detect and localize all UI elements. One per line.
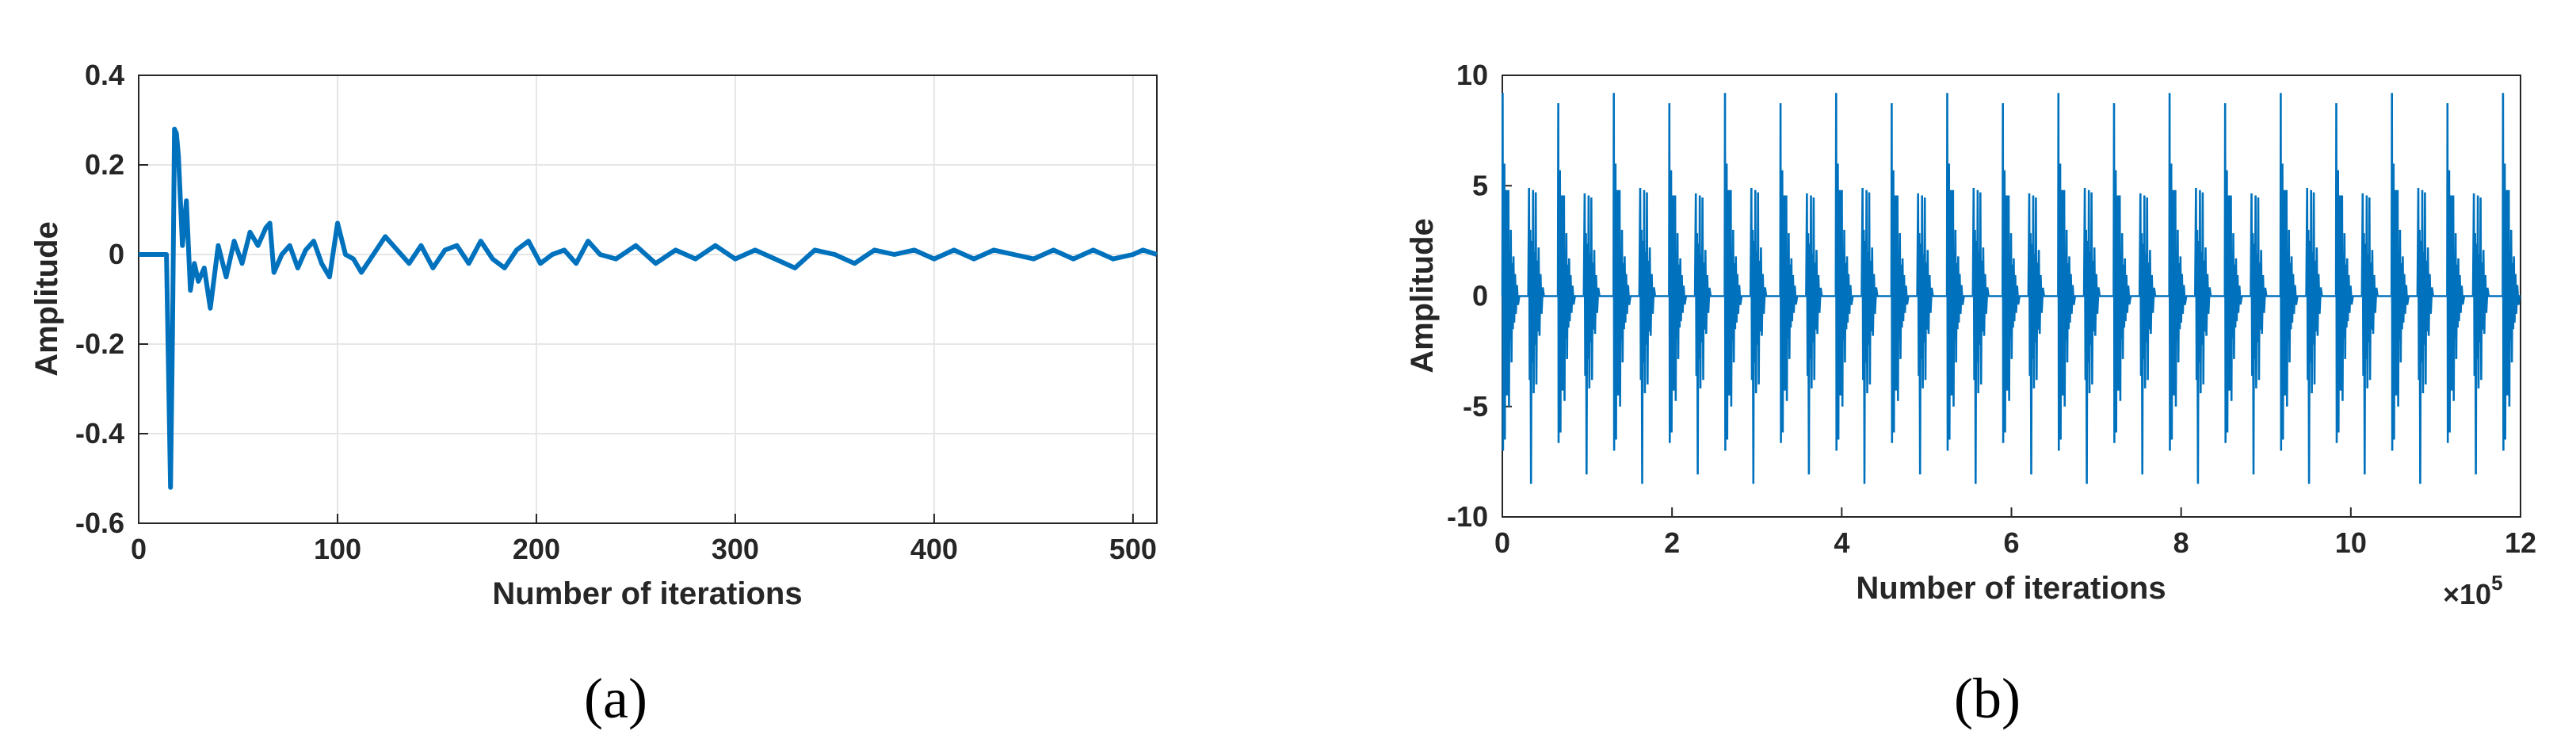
- chart-a-ytick-label: -0.6: [75, 507, 124, 539]
- chart-a: 0 100 200 300 400 500 -0.6 -0.4 -0.2 0 0.2 0.4 Numb…: [29, 59, 1158, 730]
- chart-b-xtick-label: 6: [2003, 526, 2019, 559]
- chart-b-ytick-label: 5: [1472, 169, 1488, 201]
- chart-b-ytick-label: -10: [1447, 500, 1488, 533]
- chart-b-panel-label: (b): [1954, 667, 2021, 730]
- chart-a-ytick-label: -0.4: [75, 417, 124, 450]
- chart-a-plot-area: [138, 75, 1158, 524]
- chart-a-ytick-label: 0.4: [85, 59, 124, 91]
- chart-a-xtick-label: 300: [712, 533, 759, 565]
- chart-b-x-multiplier: ×105: [2443, 571, 2503, 610]
- chart-a-panel-label: (a): [584, 667, 647, 730]
- chart-b-x-multiplier-base: ×10: [2443, 578, 2491, 610]
- chart-a-series-line: [139, 126, 1158, 490]
- chart-b-xtick-label: 2: [1664, 526, 1680, 559]
- chart-b-xtick-label: 4: [1834, 526, 1849, 559]
- chart-a-ylabel: Amplitude: [29, 221, 64, 377]
- chart-b-xtick-label: 8: [2173, 526, 2189, 559]
- chart-a-ytick-label: -0.2: [75, 327, 124, 360]
- chart-b-ytick-label: 10: [1456, 59, 1488, 91]
- chart-a-ytick-label: 0.2: [85, 148, 124, 181]
- chart-a-xtick-label: 0: [131, 533, 147, 565]
- chart-b-xtick-label: 12: [2505, 526, 2536, 559]
- chart-a-xtick-label: 100: [314, 533, 361, 565]
- chart-b-ytick-label: 0: [1472, 280, 1488, 312]
- chart-a-grid: [138, 75, 1157, 524]
- chart-a-xlabel: Number of iterations: [492, 576, 802, 611]
- chart-b-ticks: 0 2 4 6 8 10 12 -10 -5 0 5 10: [1447, 59, 2536, 559]
- chart-b-xtick-label: 10: [2335, 526, 2367, 559]
- chart-b-ytick-label: -5: [1463, 390, 1488, 423]
- chart-a-ytick-label: 0: [109, 238, 124, 270]
- chart-a-xtick-label: 500: [1109, 533, 1157, 565]
- chart-b-xtick-label: 0: [1494, 526, 1510, 559]
- chart-b-xlabel: Number of iterations: [1856, 571, 2166, 606]
- chart-b-series-line: [1501, 93, 2521, 484]
- chart-a-ticks: 0 100 200 300 400 500 -0.6 -0.4 -0.2 0 0.2 0.4: [75, 59, 1157, 565]
- chart-b-ylabel: Amplitude: [1405, 218, 1440, 373]
- chart-a-xtick-label: 200: [513, 533, 560, 565]
- chart-b-x-multiplier-exponent: 5: [2491, 571, 2502, 595]
- chart-a-xtick-label: 400: [910, 533, 958, 565]
